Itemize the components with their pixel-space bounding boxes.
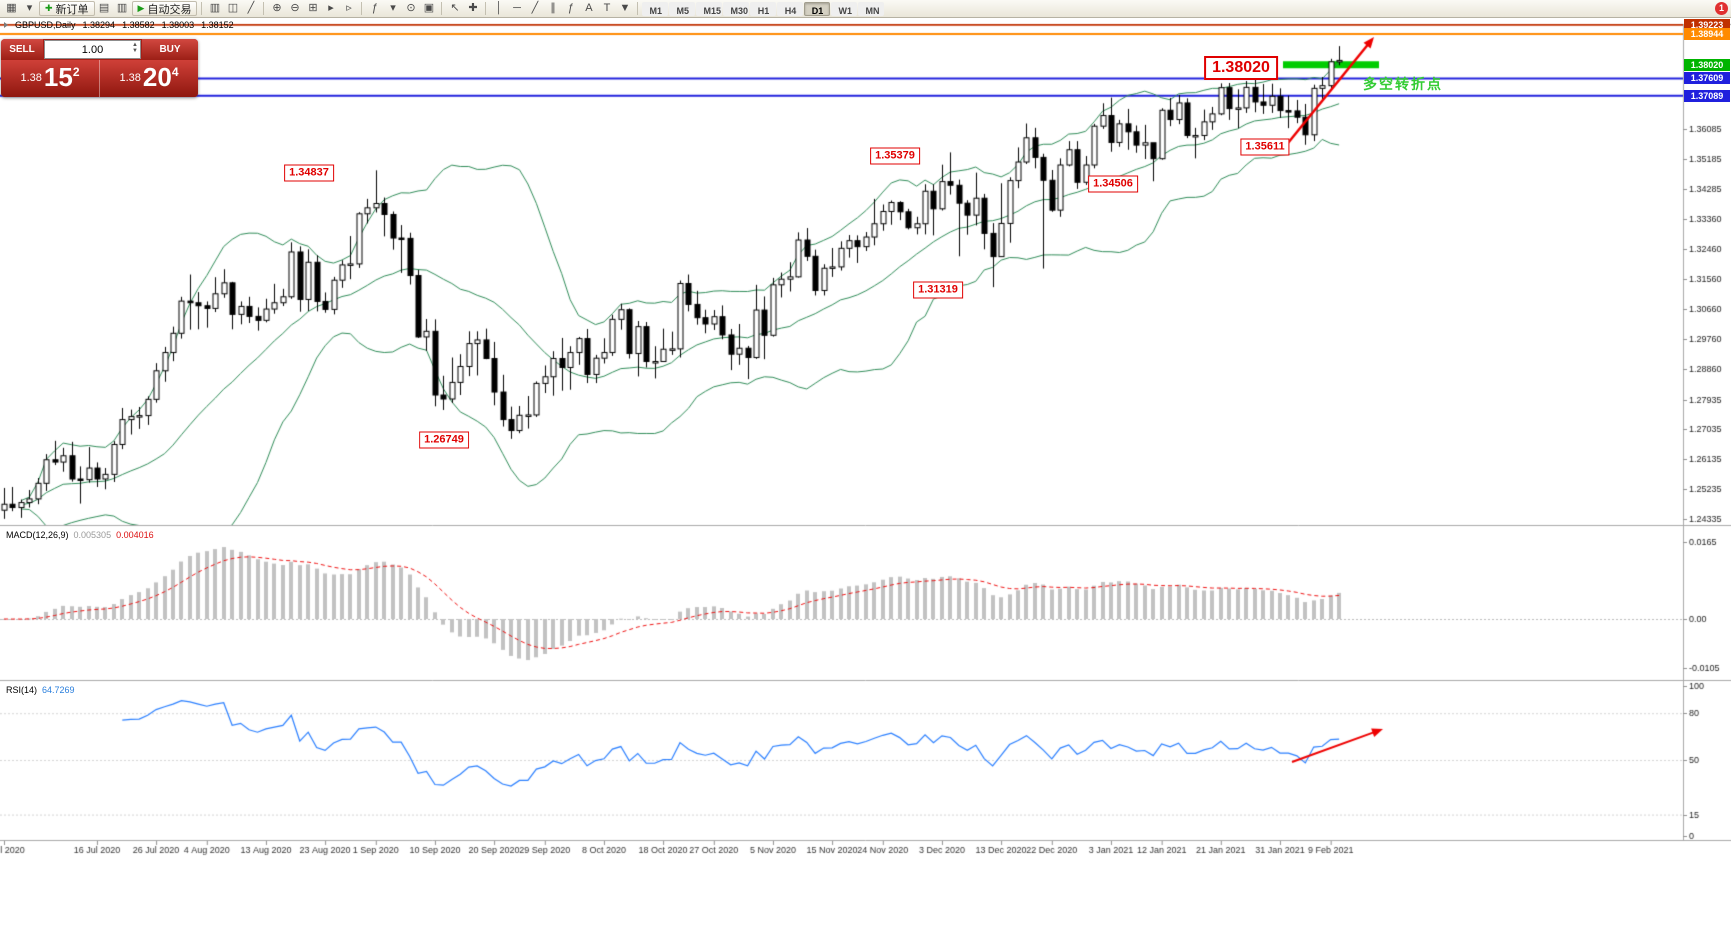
new-order-button-label: 新订单: [55, 3, 89, 16]
timeframe-m30-button[interactable]: M30: [723, 1, 750, 16]
sell-button[interactable]: SELL: [1, 39, 43, 60]
price-label-1.31319[interactable]: 1.31319: [913, 281, 963, 299]
new-chart-icon[interactable]: ▦: [6, 2, 17, 14]
chart-header: GBPUSD,Daily 1.38294 1.38582 1.38003 1.3…: [4, 20, 234, 30]
toolbar-separator: [361, 2, 363, 15]
toolbar: ▦ ▾ ✚ 新订单 ▤ ▥ ▶ 自动交易 ▥ ◫ ╱ ⊕ ⊖ ⊞ ▸ ▹ ƒ ▾ ⊙ ▣ ↖ ✚ │ ─ ╱ ∥ ƒ A T ▼ M1 M5 M…: [0, 0, 1731, 18]
volume-value: 1.00: [81, 43, 104, 56]
indicators-dropdown-icon[interactable]: ▾: [390, 2, 396, 14]
periods-icon[interactable]: ⊙: [406, 2, 416, 14]
rsi-label: RSI(14) 64.7269: [6, 685, 75, 695]
price-label-1.34506[interactable]: 1.34506: [1088, 175, 1138, 193]
templates-icon[interactable]: ▣: [423, 2, 435, 14]
toolbar-separator: [441, 2, 443, 15]
auto-scroll-icon[interactable]: ▸: [328, 2, 334, 14]
bar-chart-icon[interactable]: ▥: [209, 2, 221, 14]
equidistant-channel-icon[interactable]: ∥: [550, 2, 556, 14]
price-label-1.35379[interactable]: 1.35379: [870, 147, 920, 165]
timeframe-w1-button[interactable]: W1: [831, 1, 858, 16]
data-window-icon[interactable]: ▥: [116, 2, 128, 14]
ohlc-open: 1.38294: [82, 20, 116, 30]
toolbar-separator: [637, 2, 639, 15]
chart-shift-marker-icon: [4, 22, 8, 28]
toolbar-separator: [201, 2, 203, 15]
new-order-button-icon: ✚: [45, 3, 53, 13]
price-label-1.38020[interactable]: 1.38020: [1204, 56, 1278, 80]
zoom-in-icon[interactable]: ⊕: [272, 2, 282, 14]
macd-label: MACD(12,26,9) 0.005305 0.004016: [6, 530, 154, 540]
candlestick-chart-icon[interactable]: ◫: [227, 2, 239, 14]
fibonacci-icon[interactable]: ƒ: [567, 2, 575, 14]
arrows-icon[interactable]: ▼: [619, 2, 631, 14]
timeframe-d1-button[interactable]: D1: [804, 1, 831, 16]
ohlc-high: 1.38582: [122, 20, 155, 30]
price-label-1.34837[interactable]: 1.34837: [284, 164, 334, 182]
buy-button[interactable]: BUY: [142, 39, 198, 60]
timeframe-mn-button[interactable]: MN: [858, 1, 885, 16]
timeframe-m1-button[interactable]: M1: [642, 1, 669, 16]
axis-tag-1.39223: 1.39223: [1684, 19, 1730, 31]
new-order-button[interactable]: ✚ 新订单: [39, 1, 95, 16]
vertical-line-icon[interactable]: │: [495, 2, 503, 14]
sell-price[interactable]: 1.38 15 2: [1, 60, 100, 97]
toolbar-separator: [263, 2, 265, 15]
volume-spinner[interactable]: ▲ ▼: [132, 42, 138, 54]
tile-windows-icon[interactable]: ⊞: [308, 2, 318, 14]
timeframe-h1-button[interactable]: H1: [750, 1, 777, 16]
symbol-period-label: GBPUSD,Daily: [15, 20, 76, 30]
market-watch-icon[interactable]: ▤: [98, 2, 110, 14]
turning-point-note[interactable]: 多空转折点: [1363, 76, 1443, 92]
axis-tag-1.38020: 1.38020: [1684, 58, 1730, 71]
line-chart-icon[interactable]: ╱: [247, 2, 255, 14]
buy-price[interactable]: 1.38 20 4: [100, 60, 198, 97]
chart-shift-icon[interactable]: ▹: [346, 2, 352, 14]
axis-tag-1.38944: 1.38944: [1684, 28, 1730, 41]
auto-trading-button-icon: ▶: [137, 3, 145, 13]
toolbar-separator: [485, 2, 487, 15]
indicators-icon[interactable]: ƒ: [371, 2, 379, 14]
price-label-1.35611[interactable]: 1.35611: [1240, 138, 1290, 156]
volume-field[interactable]: 1.00 ▲ ▼: [44, 40, 141, 59]
trendline-icon[interactable]: ╱: [531, 2, 539, 14]
ohlc-close: 1.38152: [201, 20, 234, 30]
auto-trading-button[interactable]: ▶ 自动交易: [131, 1, 198, 16]
notification-badge[interactable]: 1: [1715, 2, 1728, 15]
auto-trading-button-label: 自动交易: [147, 3, 192, 16]
zoom-out-icon[interactable]: ⊖: [290, 2, 300, 14]
ohlc-low: 1.38003: [161, 20, 195, 30]
one-click-trading-panel: SELL 1.00 ▲ ▼ BUY 1.38 15 2 1.38 20 4: [1, 39, 198, 97]
timeframe-m5-button[interactable]: M5: [669, 1, 696, 16]
chart-profiles-dropdown-icon[interactable]: ▾: [26, 2, 33, 14]
horizontal-line-icon[interactable]: ─: [513, 2, 521, 14]
timeframe-h4-button[interactable]: H4: [777, 1, 804, 16]
price-label-1.26749[interactable]: 1.26749: [419, 431, 469, 449]
text-label-icon[interactable]: T: [603, 2, 611, 14]
crosshair-icon[interactable]: ✚: [468, 2, 478, 14]
axis-tag-1.37609: 1.37609: [1684, 72, 1730, 85]
text-icon[interactable]: A: [585, 2, 593, 14]
timeframe-m15-button[interactable]: M15: [696, 1, 723, 16]
axis-tag-1.37089: 1.37089: [1684, 89, 1730, 102]
cursor-icon[interactable]: ↖: [450, 2, 460, 14]
